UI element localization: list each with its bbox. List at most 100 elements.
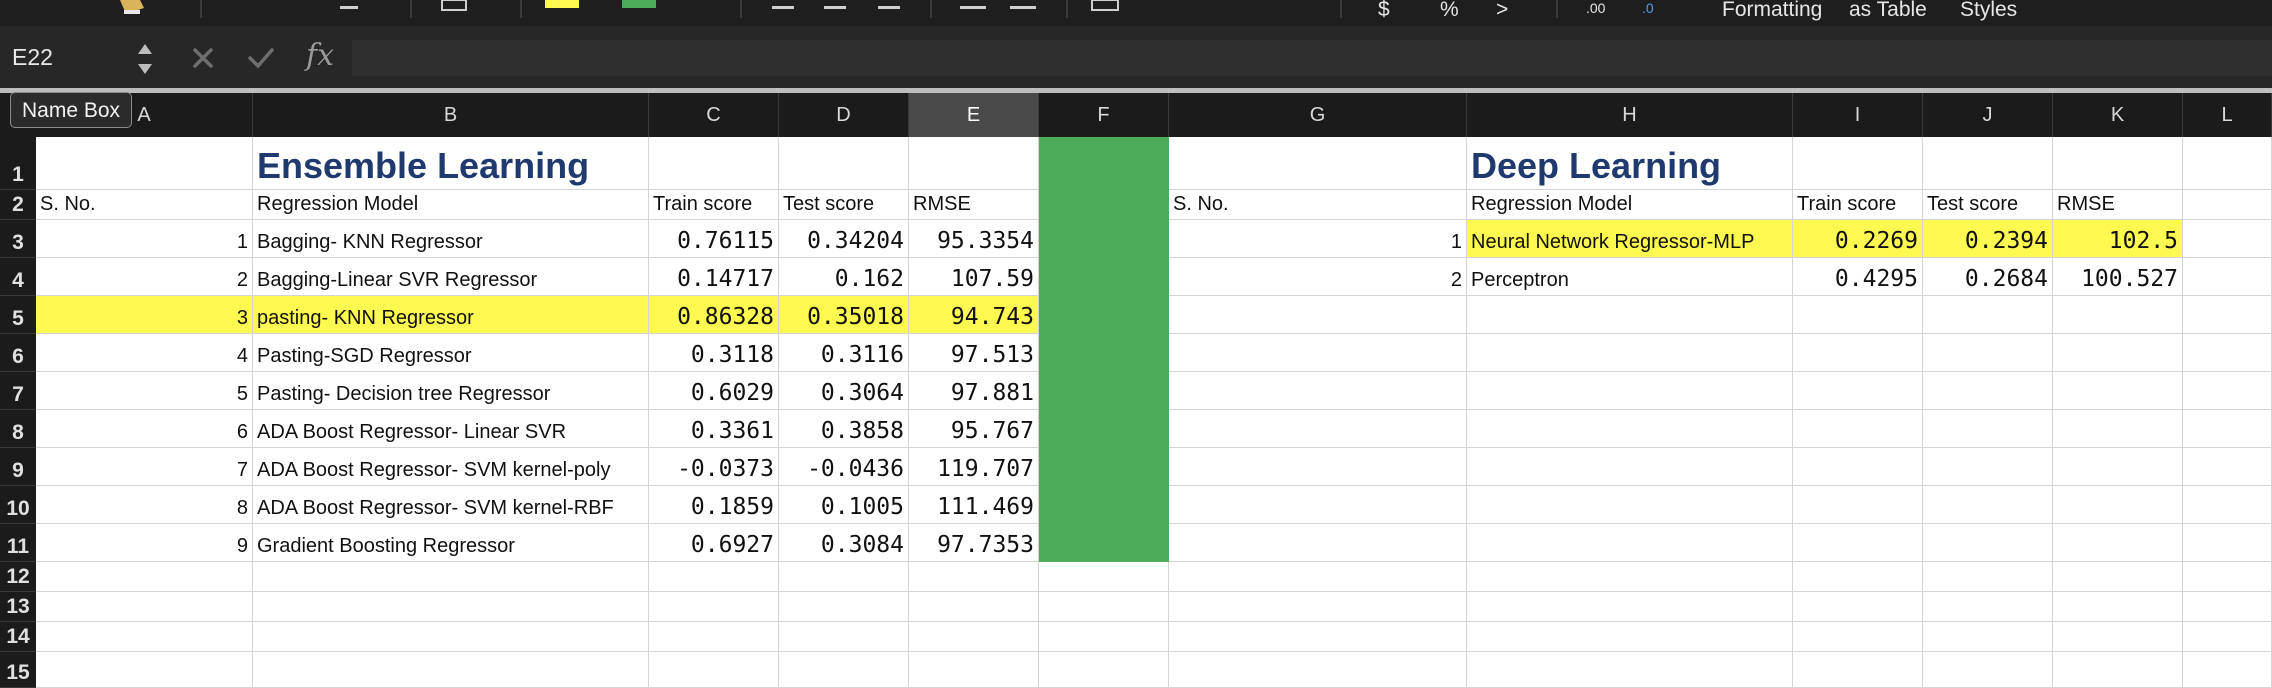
cell[interactable] [2183, 562, 2272, 592]
deep-header-test[interactable]: Test score [1923, 190, 2053, 220]
cell[interactable] [1923, 137, 2053, 190]
ensemble-test-cell[interactable]: 0.3116 [779, 334, 909, 372]
cell[interactable] [1793, 137, 1923, 190]
row-header-5[interactable]: 5 [0, 296, 36, 334]
name-box[interactable]: E22 [12, 44, 53, 70]
cell[interactable] [1793, 524, 1923, 562]
cell[interactable] [1467, 296, 1793, 334]
cell[interactable] [1467, 334, 1793, 372]
ensemble-model-cell[interactable]: ADA Boost Regressor- Linear SVR [253, 410, 649, 448]
formula-input[interactable] [352, 40, 2272, 76]
ensemble-train-cell[interactable]: -0.0373 [649, 448, 779, 486]
cell[interactable] [36, 562, 253, 592]
ensemble-train-cell[interactable]: 0.6029 [649, 372, 779, 410]
ensemble-sno-cell[interactable]: 6 [36, 410, 253, 448]
cell[interactable] [779, 592, 909, 622]
cell[interactable] [2183, 486, 2272, 524]
borders-icon[interactable] [440, 0, 468, 12]
cell[interactable] [1923, 334, 2053, 372]
ensemble-test-cell[interactable]: 0.3084 [779, 524, 909, 562]
cell[interactable] [1923, 410, 2053, 448]
font-color-swatch[interactable] [622, 0, 656, 8]
cell[interactable] [1169, 334, 1467, 372]
deep-sno-cell[interactable]: 1 [1169, 220, 1467, 258]
cell[interactable] [1793, 372, 1923, 410]
ensemble-train-cell[interactable]: 0.1859 [649, 486, 779, 524]
cell[interactable] [2183, 258, 2272, 296]
cell[interactable] [2183, 524, 2272, 562]
cell-styles-label[interactable]: Styles [1960, 0, 2018, 21]
ensemble-rmse-cell[interactable]: 97.881 [909, 372, 1039, 410]
merge-cells-icon[interactable] [1090, 0, 1120, 12]
cell[interactable] [2183, 410, 2272, 448]
cell[interactable] [1467, 486, 1793, 524]
row-header-2[interactable]: 2 [0, 190, 36, 220]
percent-icon[interactable]: % [1440, 0, 1459, 21]
cell[interactable] [1923, 486, 2053, 524]
column-header-a[interactable]: A [36, 93, 253, 137]
row-header-10[interactable]: 10 [0, 486, 36, 524]
row-header-15[interactable]: 15 [0, 652, 36, 688]
cell[interactable] [2053, 652, 2183, 688]
ensemble-rmse-cell[interactable]: 94.743 [909, 296, 1039, 334]
cell[interactable] [649, 652, 779, 688]
cell[interactable] [1467, 524, 1793, 562]
ensemble-rmse-cell[interactable]: 107.59 [909, 258, 1039, 296]
cell[interactable] [1793, 562, 1923, 592]
column-header-e[interactable]: E [909, 93, 1039, 137]
green-fill-cell[interactable] [1039, 190, 1169, 220]
ensemble-model-cell[interactable]: Pasting-SGD Regressor [253, 334, 649, 372]
column-header-j[interactable]: J [1923, 93, 2053, 137]
deep-train-cell[interactable]: 0.2269 [1793, 220, 1923, 258]
cell[interactable] [1923, 562, 2053, 592]
cell[interactable] [1793, 622, 1923, 652]
ensemble-test-cell[interactable]: 0.35018 [779, 296, 909, 334]
cell[interactable] [1793, 592, 1923, 622]
cell[interactable] [1169, 296, 1467, 334]
indent-decrease-icon[interactable] [960, 0, 986, 12]
row-header-13[interactable]: 13 [0, 592, 36, 622]
cell[interactable] [2053, 448, 2183, 486]
ensemble-header-train[interactable]: Train score [649, 190, 779, 220]
cell[interactable] [2053, 562, 2183, 592]
cell[interactable] [1793, 296, 1923, 334]
comma-style-icon[interactable]: > [1496, 0, 1509, 21]
cell[interactable] [253, 622, 649, 652]
cell[interactable] [2183, 220, 2272, 258]
cell[interactable] [2053, 524, 2183, 562]
cell[interactable] [1169, 592, 1467, 622]
cell[interactable] [2183, 372, 2272, 410]
cell[interactable] [2053, 410, 2183, 448]
ensemble-sno-cell[interactable]: 1 [36, 220, 253, 258]
cell[interactable] [649, 622, 779, 652]
cell[interactable] [253, 592, 649, 622]
align-right-icon[interactable] [878, 0, 900, 12]
format-as-table-label-1[interactable]: Formatting [1722, 0, 1823, 21]
ensemble-sno-cell[interactable]: 3 [36, 296, 253, 334]
deep-header-train[interactable]: Train score [1793, 190, 1923, 220]
format-painter-icon[interactable] [116, 0, 150, 18]
ensemble-sno-cell[interactable]: 2 [36, 258, 253, 296]
enter-checkmark-icon[interactable] [244, 44, 278, 72]
cell[interactable] [1039, 622, 1169, 652]
insert-function-icon[interactable]: fx [306, 38, 335, 73]
ensemble-model-cell[interactable]: Bagging-Linear SVR Regressor [253, 258, 649, 296]
cell[interactable] [1169, 137, 1467, 190]
green-fill-cell[interactable] [1039, 410, 1169, 448]
cell[interactable] [2053, 486, 2183, 524]
column-header-b[interactable]: B [253, 93, 649, 137]
ensemble-test-cell[interactable]: 0.3858 [779, 410, 909, 448]
cell[interactable] [1467, 652, 1793, 688]
cell[interactable] [1923, 448, 2053, 486]
column-header-f[interactable]: F [1039, 93, 1169, 137]
cell[interactable] [2183, 652, 2272, 688]
cell[interactable] [2053, 137, 2183, 190]
ensemble-rmse-cell[interactable]: 95.3354 [909, 220, 1039, 258]
cell[interactable] [1923, 622, 2053, 652]
ensemble-header-model[interactable]: Regression Model [253, 190, 649, 220]
deep-sno-cell[interactable]: 2 [1169, 258, 1467, 296]
row-header-14[interactable]: 14 [0, 622, 36, 652]
cell[interactable] [1793, 652, 1923, 688]
ensemble-sno-cell[interactable]: 8 [36, 486, 253, 524]
ensemble-sno-cell[interactable]: 5 [36, 372, 253, 410]
